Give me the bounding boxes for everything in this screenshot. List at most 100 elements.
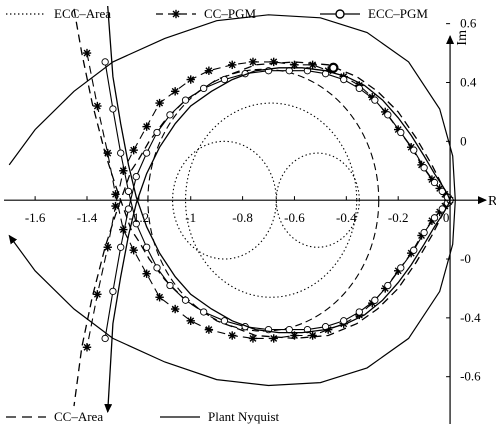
ecc-pgm-point (220, 75, 229, 84)
cc-pgm-point (103, 148, 112, 158)
ecc-pgm-point (285, 67, 293, 75)
star-stroke (112, 190, 119, 198)
cc-pgm-point (170, 87, 180, 96)
star-stroke (156, 99, 164, 107)
cc-pgm-point (93, 290, 102, 299)
star-stroke (130, 146, 138, 154)
cc-pgm-point (204, 325, 214, 334)
x-tick-label: -1.2 (129, 210, 150, 225)
ecc-pgm-point (397, 264, 405, 272)
y-tick-label: -0 (460, 251, 471, 266)
ecc-pgm-point (355, 308, 363, 316)
cc-pgm-point (111, 201, 120, 211)
ecc-pgm-point (410, 146, 418, 154)
star-stroke (143, 270, 151, 278)
cc-pgm-point (308, 60, 317, 70)
cc-pgm-point (186, 75, 195, 84)
cc-pgm-point (142, 269, 151, 278)
ecc-pgm-point (132, 220, 140, 228)
star-stroke (171, 87, 179, 95)
star-stroke (205, 67, 213, 75)
ecc-pgm-point (181, 296, 190, 304)
ecc-pgm-point (166, 111, 174, 119)
ecc-pgm-point (384, 111, 392, 119)
legend: ECC–Area CC–PGM ECC–PGM CC–Area Plant Nyquis… (6, 6, 428, 424)
x-tick-label: -1.6 (25, 210, 46, 225)
plant-nyquist-inner-curve (104, 5, 451, 413)
legend-label: ECC–Area (54, 6, 111, 21)
cc-pgm-point (82, 343, 92, 352)
legend-item: ECC–Area (6, 6, 111, 21)
cc-pgm-point (155, 293, 164, 302)
star-stroke (205, 326, 213, 334)
cc-pgm-point (269, 57, 278, 67)
x-tick-label: -1 (185, 210, 196, 225)
star-stroke (104, 243, 112, 251)
legend-label: Plant Nyquist (208, 409, 280, 424)
star-stroke (249, 334, 257, 342)
star-stroke (187, 76, 195, 84)
legend-item: ECC–PGM (320, 6, 428, 21)
ecc-pgm-point (101, 334, 109, 343)
legend-label: CC–PGM (204, 6, 256, 21)
x-tick-label: -0.4 (336, 210, 357, 225)
y-tick-label: 0.4 (460, 74, 477, 89)
plot-area (8, 5, 456, 413)
ecc-pgm-point (220, 317, 229, 325)
star-stroke (93, 102, 101, 110)
legend-item: CC–Area (6, 409, 103, 424)
star-stroke (187, 317, 195, 325)
legend-circle-marker (335, 9, 345, 19)
cc-pgm-point (142, 122, 151, 131)
ecc-pgm-point (285, 325, 293, 334)
star-stroke (368, 93, 376, 101)
ecc-pgm-point (166, 281, 174, 290)
star-stroke (309, 61, 317, 69)
ecc-pgm-point (430, 178, 439, 187)
ecc-pgm-point (101, 58, 109, 66)
ecc-pgm-point (132, 172, 140, 181)
cc-pgm-point (248, 334, 258, 343)
ecc-pgm-point (124, 187, 133, 195)
ecc-pgm-point (340, 75, 348, 84)
star-stroke (270, 334, 278, 342)
star-stroke (228, 61, 236, 69)
cc-pgm-point (129, 145, 138, 155)
cc-pgm-point (129, 245, 138, 255)
x-tick-label: 0 (443, 210, 450, 225)
star-stroke (228, 332, 236, 339)
star-stroke (143, 123, 151, 131)
axes: -1.6 -1.4 -1.2 -1 -0.8 -0.6 -0.4 -0.2 0 -0.6 -0.4 -… (4, 16, 496, 424)
ecc-pgm-point (371, 296, 379, 304)
ecc-pgm-point (200, 308, 208, 316)
cc-pgm-line (86, 52, 451, 348)
ecc-pgm-point (397, 128, 405, 137)
star-stroke (112, 202, 119, 210)
ecc-pgm-point (117, 149, 125, 157)
star-stroke (156, 293, 164, 301)
legend-label: ECC–PGM (368, 6, 428, 21)
cc-pgm-point (269, 334, 278, 343)
legend-label: CC–Area (54, 409, 103, 424)
legend-star-marker (171, 9, 181, 19)
cc-pgm-point (93, 101, 102, 111)
ecc-pgm-point (109, 287, 117, 296)
y-axis-label: Im (455, 30, 470, 46)
star-stroke (172, 10, 180, 18)
ecc-pgm-point (181, 96, 190, 104)
cc-pgm-point (308, 331, 317, 340)
ecc-pgm-point (142, 243, 151, 251)
y-tick-label: 0 (460, 133, 467, 148)
cc-pgm-point (119, 225, 128, 234)
ecc-pgm-highlight-point (328, 62, 339, 73)
cc-pgm-point (170, 304, 180, 314)
star-stroke (119, 226, 127, 234)
ecc-pgm-point (340, 317, 348, 325)
ecc-pgm-point (117, 243, 125, 251)
ecc-pgm-point (420, 164, 428, 172)
star-stroke (249, 58, 257, 66)
ecc-pgm-point (153, 264, 161, 272)
star-stroke (104, 149, 112, 157)
